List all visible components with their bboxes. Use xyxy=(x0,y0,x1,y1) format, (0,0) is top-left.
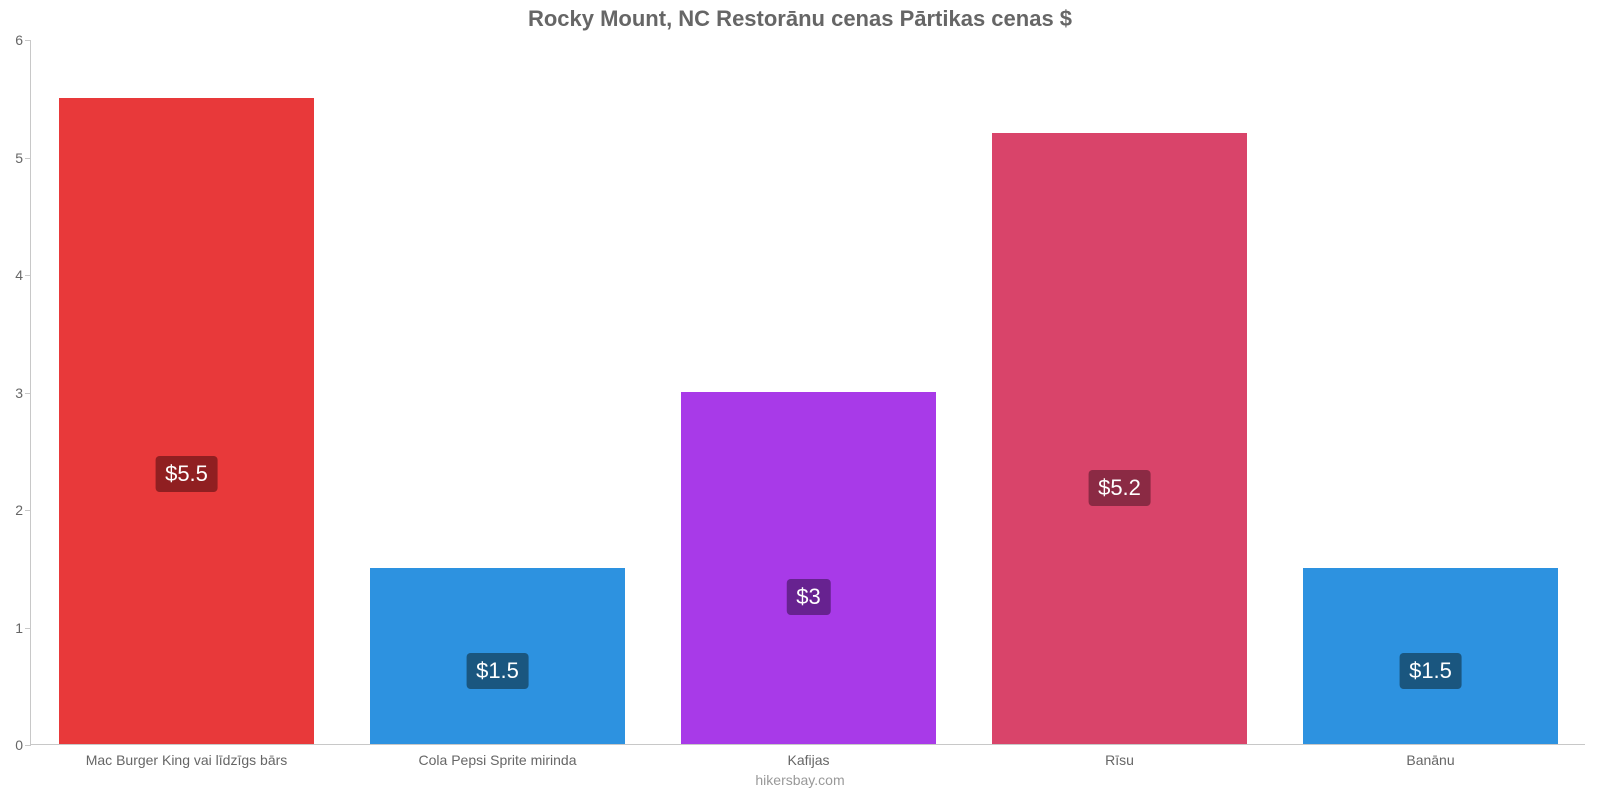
y-tick-mark xyxy=(25,510,31,511)
x-tick-label: Cola Pepsi Sprite mirinda xyxy=(419,744,577,768)
bar xyxy=(992,133,1247,744)
y-tick-mark xyxy=(25,393,31,394)
plot-area: 0123456$5.5Mac Burger King vai līdzīgs b… xyxy=(30,40,1585,745)
chart-title: Rocky Mount, NC Restorānu cenas Pārtikas… xyxy=(0,6,1600,32)
y-tick-mark xyxy=(25,40,31,41)
x-tick-label: Banānu xyxy=(1406,744,1454,768)
chart-source: hikersbay.com xyxy=(0,772,1600,788)
y-tick-mark xyxy=(25,158,31,159)
x-tick-label: Rīsu xyxy=(1105,744,1134,768)
x-tick-label: Kafijas xyxy=(787,744,829,768)
bar xyxy=(681,392,936,745)
bar-value-label: $1.5 xyxy=(1399,653,1462,689)
bar-value-label: $1.5 xyxy=(466,653,529,689)
y-tick-mark xyxy=(25,628,31,629)
y-tick-mark xyxy=(25,275,31,276)
x-tick-label: Mac Burger King vai līdzīgs bārs xyxy=(86,744,288,768)
price-bar-chart: Rocky Mount, NC Restorānu cenas Pārtikas… xyxy=(0,0,1600,800)
bar-value-label: $5.5 xyxy=(155,456,218,492)
bar-value-label: $3 xyxy=(786,579,830,615)
bar-value-label: $5.2 xyxy=(1088,470,1151,506)
y-tick-mark xyxy=(25,745,31,746)
bar xyxy=(59,98,314,744)
